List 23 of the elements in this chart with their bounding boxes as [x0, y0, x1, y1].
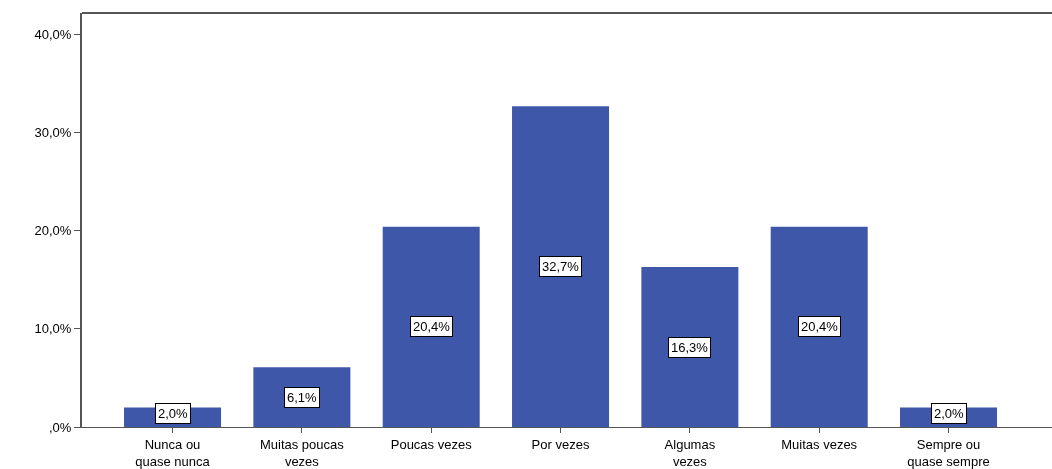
bar [382, 226, 480, 427]
data-label: 20,4% [801, 319, 839, 334]
x-tick-label: Muitas poucas vezes [259, 436, 345, 469]
x-tick-label: Por vezes [531, 436, 590, 452]
data-label: 2,0% [934, 406, 965, 421]
data-label: 2,0% [158, 406, 189, 421]
data-label: 20,4% [413, 319, 451, 334]
y-tick-label: 40,0% [34, 27, 72, 43]
data-label: 16,3% [671, 340, 709, 355]
x-tick-label: Sempre ou quase sempre [907, 436, 990, 469]
data-label: 32,7% [542, 259, 580, 274]
x-tick-label: Poucas vezes [390, 436, 473, 452]
bar [770, 226, 868, 427]
x-tick-label: Algumas vezes [664, 436, 716, 469]
x-tick-label: Nunca ou quase nunca [135, 436, 211, 469]
data-label: 6,1% [287, 390, 318, 405]
y-tick-label: 20,0% [34, 223, 72, 239]
y-tick-label: 30,0% [34, 125, 72, 141]
bar [512, 106, 610, 427]
bar [641, 267, 739, 427]
x-tick-label: Muitas vezes [781, 436, 858, 452]
y-tick-label: 10,0% [34, 321, 72, 337]
y-tick-label: ,0% [48, 419, 72, 435]
